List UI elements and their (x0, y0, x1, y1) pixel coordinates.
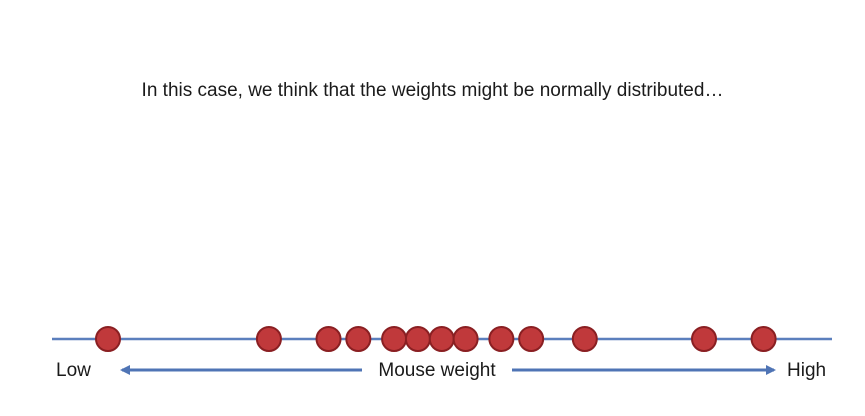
data-point (381, 326, 408, 352)
data-point (488, 326, 515, 352)
low-label: Low (56, 360, 91, 381)
data-points (95, 326, 777, 352)
data-point (428, 326, 455, 352)
data-point (691, 326, 717, 352)
data-point (518, 326, 545, 352)
data-point (315, 326, 342, 352)
data-point (750, 326, 777, 352)
data-point (345, 326, 372, 352)
data-point (452, 326, 479, 352)
data-point (95, 326, 121, 352)
high-label: High (787, 360, 826, 381)
data-point (404, 326, 431, 352)
data-point (255, 326, 282, 352)
axis-title: Mouse weight (378, 360, 496, 381)
data-point (571, 326, 598, 352)
caption-text: In this case, we think that the weights … (141, 80, 724, 101)
